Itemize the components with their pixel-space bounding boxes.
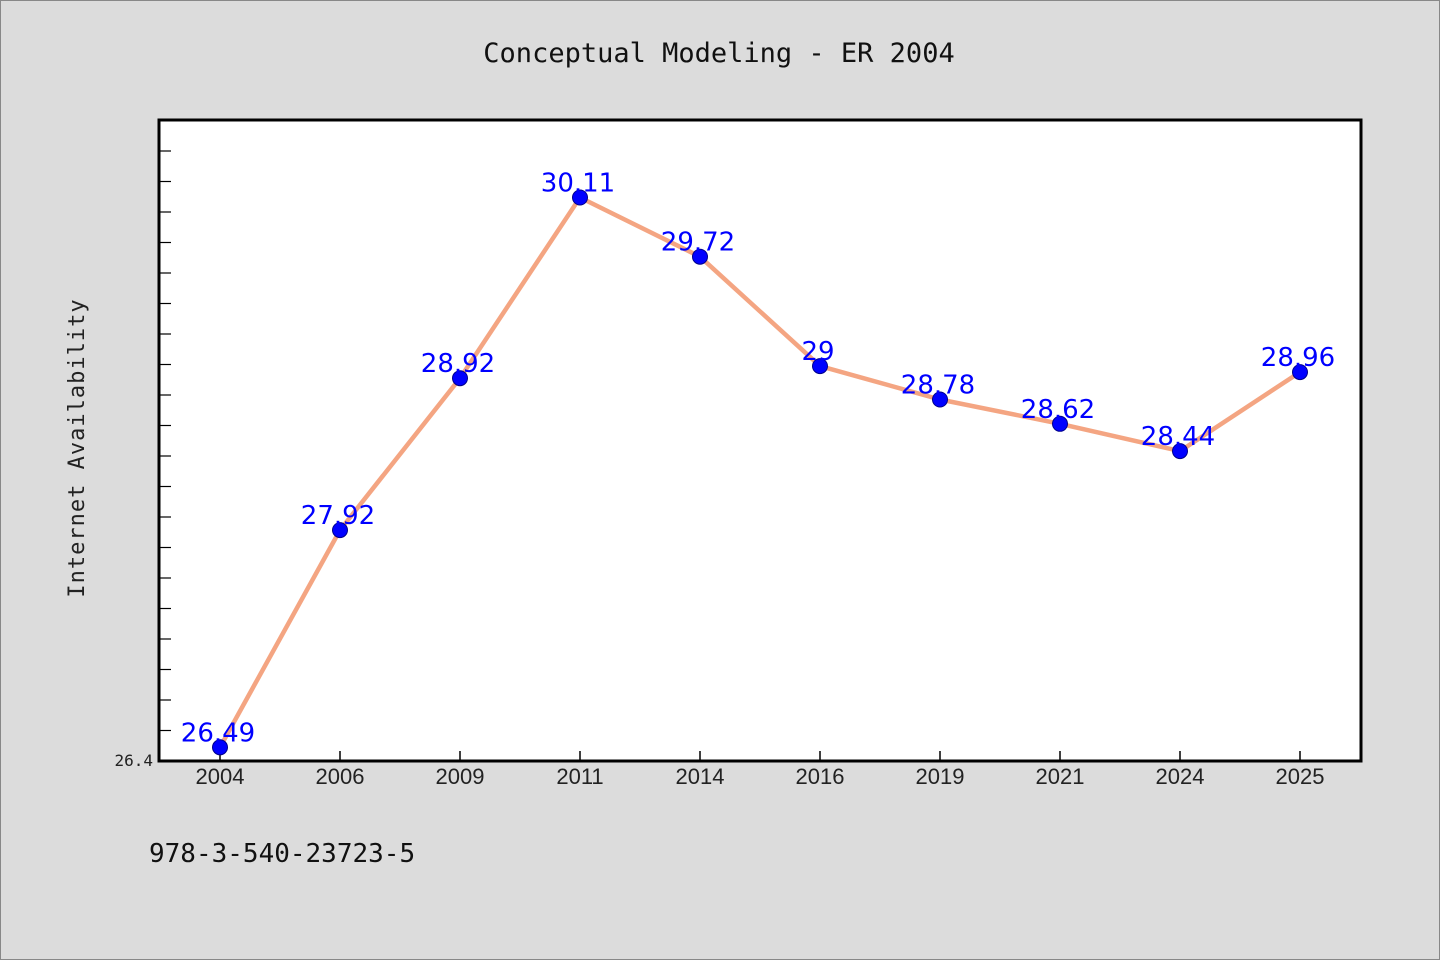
- data-label-2019: 28.78: [901, 371, 975, 401]
- data-label-2024: 28.44: [1141, 422, 1215, 452]
- data-point-2006: [332, 522, 348, 539]
- data-point-2004: [212, 739, 228, 756]
- y-tick-label-min: 26.4: [114, 751, 153, 770]
- data-point-2009: [452, 370, 468, 387]
- series-line: [217, 195, 1303, 750]
- data-point-2019: [932, 391, 948, 408]
- isbn-footnote: 978-3-540-23723-5: [149, 839, 415, 869]
- x-tick-label-2011: 2011: [556, 764, 603, 789]
- x-tick-label-2019: 2019: [916, 764, 965, 789]
- x-tick-label-2009: 2009: [436, 764, 485, 789]
- series-layer: 26.49 27.92 28.92 30.11 29.72 29 28.78 28.62 28.…: [181, 169, 1335, 756]
- data-point-2024: [1172, 443, 1188, 460]
- x-tick-label-2016: 2016: [796, 764, 845, 789]
- x-tick-label-2006: 2006: [316, 764, 365, 789]
- data-point-2014: [692, 248, 708, 265]
- data-label-2011: 30.11: [541, 169, 615, 199]
- chart-title: Conceptual Modeling - ER 2004: [483, 38, 954, 69]
- x-axis-ticks: 2004 2006 2009 2011 2014 2016 2019 2021 2024 2025: [196, 751, 1325, 789]
- data-label-2004: 26.49: [181, 718, 255, 748]
- data-point-2025: [1292, 364, 1308, 381]
- x-tick-label-2004: 2004: [196, 764, 245, 789]
- y-minor-ticks: [159, 150, 171, 732]
- data-label-2009: 28.92: [421, 349, 495, 379]
- data-label-2014: 29.72: [661, 228, 735, 258]
- y-axis-label: Internet Availability: [65, 298, 90, 597]
- data-point-2021: [1052, 415, 1068, 432]
- data-label-2025: 28.96: [1261, 343, 1335, 373]
- data-point-2011: [572, 189, 588, 206]
- data-label-2006: 27.92: [301, 501, 375, 531]
- data-label-2016: 29: [801, 337, 834, 367]
- x-tick-label-2021: 2021: [1036, 764, 1085, 789]
- x-tick-label-2025: 2025: [1276, 764, 1325, 789]
- x-tick-label-2024: 2024: [1156, 764, 1205, 789]
- data-label-2021: 28.62: [1021, 395, 1095, 425]
- plot-area: [157, 118, 1363, 763]
- data-point-2016: [812, 358, 828, 375]
- x-tick-label-2014: 2014: [676, 764, 725, 789]
